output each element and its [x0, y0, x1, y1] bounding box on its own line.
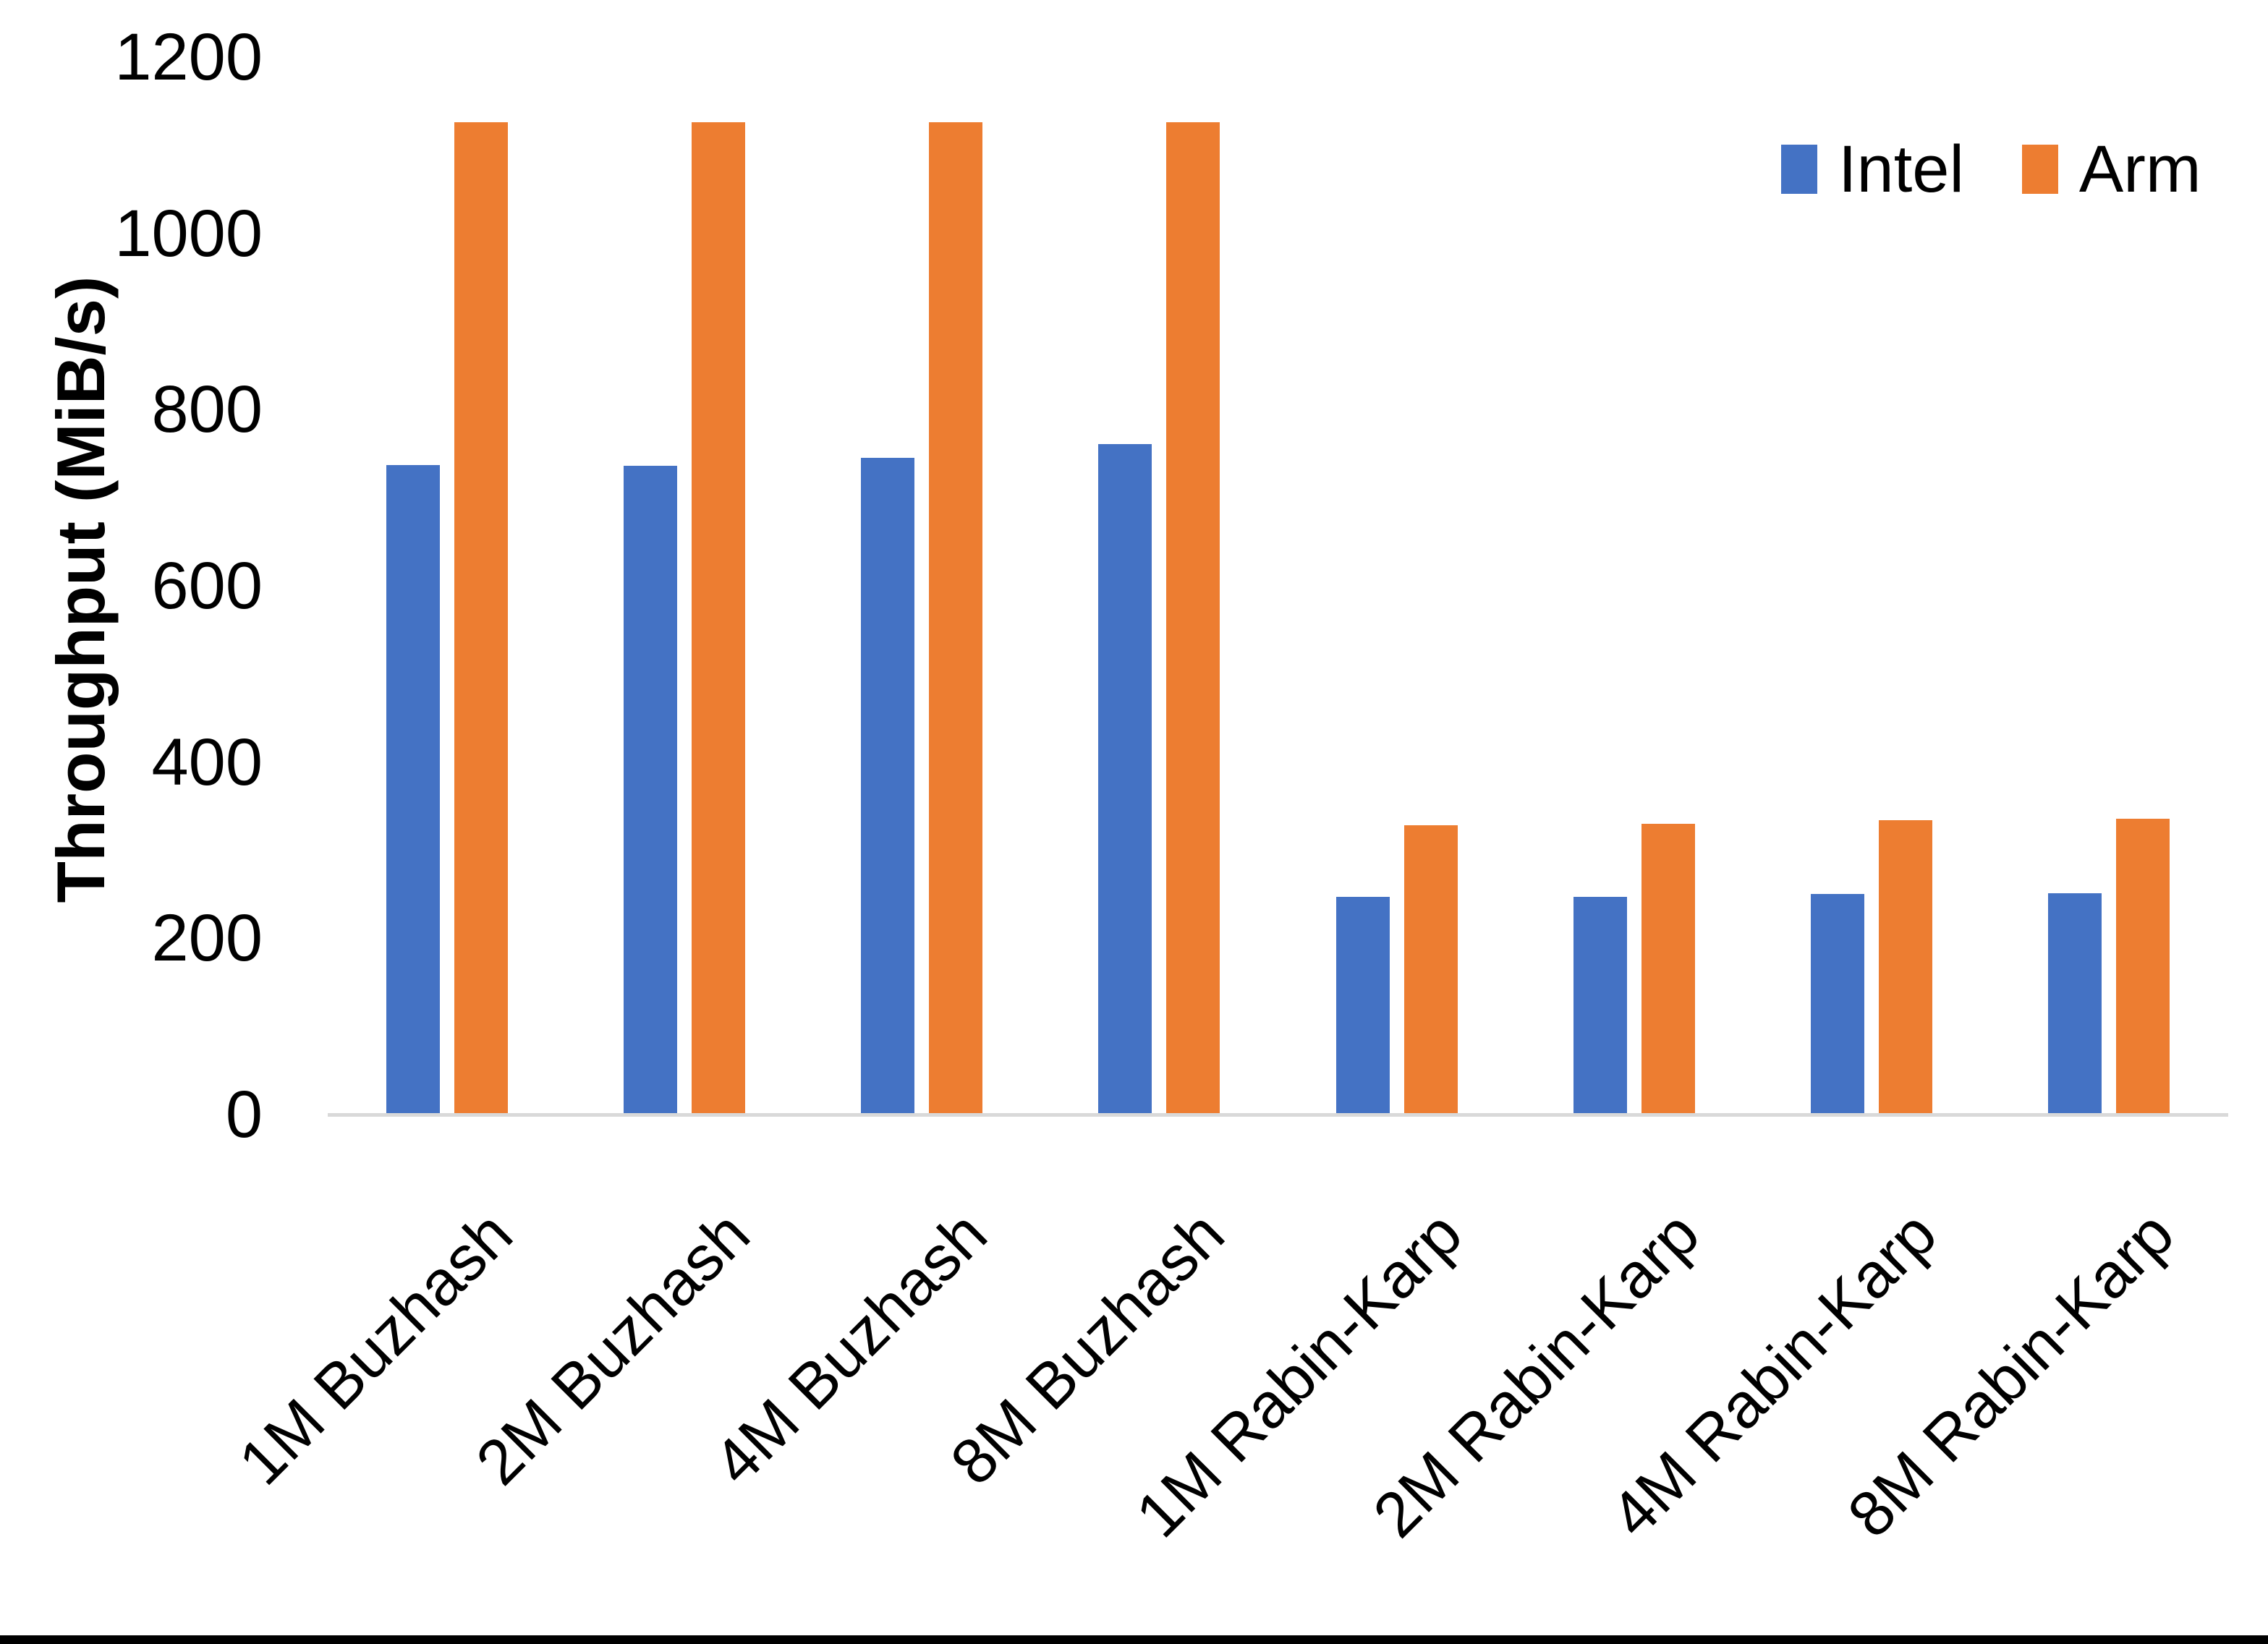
y-tick-label: 0	[225, 1078, 263, 1151]
y-tick-label: 200	[151, 901, 263, 976]
bar-arm-3	[929, 122, 983, 1115]
legend-label: Arm	[2078, 132, 2201, 206]
bar-arm-7	[1878, 820, 1932, 1115]
legend-item-intel: Intel	[1781, 136, 1964, 203]
legend: Intel Arm	[1781, 136, 2201, 203]
bar-arm-2	[692, 122, 746, 1115]
bar-arm-8	[2116, 818, 2170, 1115]
bar-intel-4	[1098, 443, 1152, 1115]
bar-arm-1	[454, 122, 508, 1115]
legend-swatch-icon	[2021, 145, 2058, 194]
legend-item-arm: Arm	[2021, 132, 2201, 206]
y-tick-label: 1000	[114, 196, 263, 271]
bar-intel-8	[2048, 893, 2102, 1115]
legend-label: Intel	[1838, 132, 1964, 206]
bar-arm-5	[1403, 825, 1458, 1115]
bar-intel-1	[386, 465, 440, 1115]
y-tick-label: 800	[151, 372, 263, 447]
x-axis-line	[328, 1113, 2228, 1117]
bar-intel-7	[1810, 894, 1864, 1115]
y-tick-label: 600	[151, 549, 263, 623]
bar-intel-2	[624, 466, 678, 1115]
bar-intel-5	[1335, 897, 1390, 1115]
bar-arm-4	[1166, 122, 1220, 1115]
bottom-border	[0, 1635, 2268, 1644]
y-tick-label: 1200	[114, 20, 263, 94]
legend-swatch-icon	[1781, 145, 1817, 194]
bar-arm-6	[1641, 823, 1695, 1115]
bar-intel-6	[1573, 897, 1627, 1115]
y-axis-title: Throughput (MiB/s)	[43, 276, 119, 903]
y-tick-label: 400	[151, 725, 263, 799]
bar-intel-3	[861, 458, 915, 1115]
